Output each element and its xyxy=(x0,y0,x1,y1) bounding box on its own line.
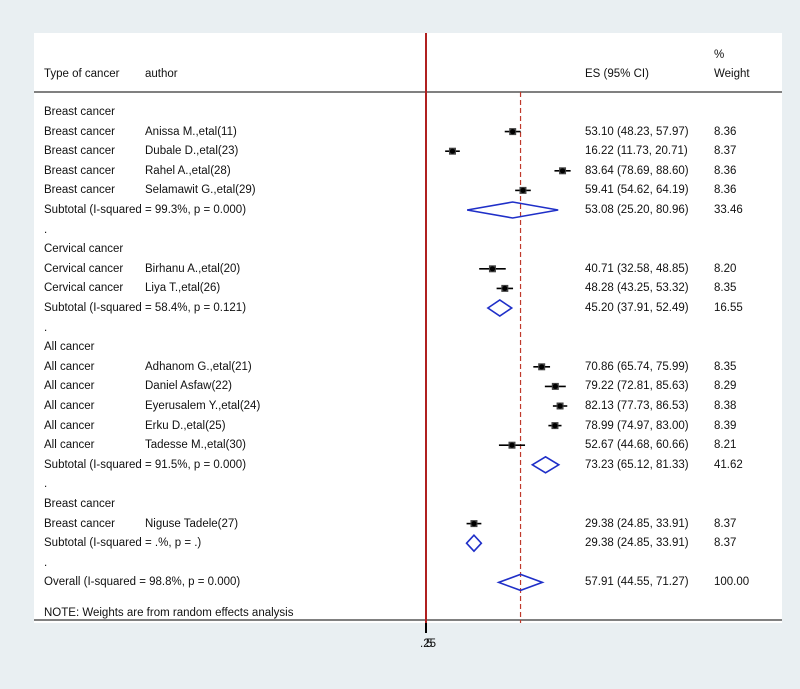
study-point-estimate xyxy=(520,187,526,193)
group-spacer-dot: . xyxy=(44,478,48,491)
study-cancer-type: All cancer xyxy=(44,419,95,432)
study-effect-size-ci: 70.86 (65.74, 75.99) xyxy=(585,360,689,373)
subtotal-label: Subtotal (I-squared = 58.4%, p = 0.121) xyxy=(44,302,247,314)
study-point-estimate xyxy=(489,266,496,272)
forest-plot-panel: Type of cancer author ES (95% CI) % Weig… xyxy=(34,33,782,623)
subtotal-diamond xyxy=(486,299,514,317)
subtotal-effect-size-ci: 53.08 (25.20, 80.96) xyxy=(585,204,689,216)
study-author: Daniel Asfaw(22) xyxy=(145,380,232,393)
study-point-estimate xyxy=(509,442,515,448)
header-type-of-cancer: Type of cancer xyxy=(44,68,120,80)
subtotal-label: Subtotal (I-squared = 99.3%, p = 0.000) xyxy=(44,204,247,216)
study-weight: 8.29 xyxy=(714,380,737,393)
study-author: Erku D.,etal(25) xyxy=(145,419,226,432)
study-author: Anissa M.,etal(11) xyxy=(145,125,237,138)
subtotal-label: Subtotal (I-squared = .%, p = .) xyxy=(44,537,202,550)
study-author: Niguse Tadele(27) xyxy=(145,517,239,530)
study-effect-size-ci: 16.22 (11.73, 20.71) xyxy=(585,145,688,158)
study-cancer-type: Breast cancer xyxy=(44,125,115,138)
study-point-estimate xyxy=(510,129,516,135)
study-author: Rahel A.,etal(28) xyxy=(145,164,231,177)
group-spacer-dot: . xyxy=(44,223,48,236)
study-effect-size-ci: 59.41 (54.62, 64.19) xyxy=(585,184,689,197)
overall-weight: 100.00 xyxy=(714,576,750,589)
study-weight: 8.35 xyxy=(714,282,737,295)
study-effect-size-ci: 78.99 (74.97, 83.00) xyxy=(585,419,689,432)
subtotal-effect-size-ci: 45.20 (37.91, 52.49) xyxy=(585,302,689,314)
study-cancer-type: All cancer xyxy=(44,400,95,412)
study-point-estimate xyxy=(552,423,558,429)
study-cancer-type: Breast cancer xyxy=(44,184,115,197)
study-weight: 8.37 xyxy=(714,517,737,530)
study-weight: 8.37 xyxy=(714,145,737,158)
study-cancer-type: Breast cancer xyxy=(44,145,115,158)
subtotal-weight: 41.62 xyxy=(714,458,743,471)
subtotal-effect-size-ci: 73.23 (65.12, 81.33) xyxy=(585,458,689,471)
study-cancer-type: All cancer xyxy=(44,360,95,373)
study-point-estimate xyxy=(557,403,563,409)
study-point-estimate xyxy=(539,364,545,370)
study-effect-size-ci: 83.64 (78.69, 88.60) xyxy=(585,164,689,177)
study-author: Eyerusalem Y.,etal(24) xyxy=(145,400,261,412)
group-spacer-dot: . xyxy=(44,556,48,569)
x-axis-tick-label-overlap: 5 xyxy=(426,638,433,650)
study-weight: 8.20 xyxy=(714,262,737,275)
study-weight: 8.36 xyxy=(714,164,737,177)
study-point-estimate xyxy=(559,168,566,174)
study-weight: 8.38 xyxy=(714,400,737,412)
footnote-random-effects: NOTE: Weights are from random effects an… xyxy=(44,607,294,619)
study-author: Dubale D.,etal(23) xyxy=(145,145,239,158)
study-weight: 8.39 xyxy=(714,419,737,432)
study-effect-size-ci: 48.28 (43.25, 53.32) xyxy=(585,282,689,295)
overall-diamond xyxy=(496,573,545,592)
group-heading: Breast cancer xyxy=(44,106,115,118)
study-effect-size-ci: 52.67 (44.68, 60.66) xyxy=(585,439,689,452)
study-effect-size-ci: 82.13 (77.73, 86.53) xyxy=(585,400,689,412)
study-point-estimate xyxy=(449,148,456,154)
subtotal-diamond xyxy=(530,455,561,474)
study-cancer-type: Cervical cancer xyxy=(44,282,124,295)
study-point-estimate xyxy=(502,285,508,291)
study-author: Selamawit G.,etal(29) xyxy=(145,184,256,197)
study-effect-size-ci: 79.22 (72.81, 85.63) xyxy=(585,380,689,393)
study-effect-size-ci: 40.71 (32.58, 48.85) xyxy=(585,262,689,275)
study-effect-size-ci: 29.38 (24.85, 33.91) xyxy=(585,517,689,530)
group-heading: Breast cancer xyxy=(44,498,115,510)
forest-plot-graphics xyxy=(34,33,782,623)
study-weight: 8.21 xyxy=(714,439,737,452)
group-heading: Cervical cancer xyxy=(44,243,124,256)
study-cancer-type: All cancer xyxy=(44,439,95,452)
header-es-ci: ES (95% CI) xyxy=(585,68,649,80)
study-weight: 8.35 xyxy=(714,360,737,373)
study-author: Birhanu A.,etal(20) xyxy=(145,262,241,275)
overall-label: Overall (I-squared = 98.8%, p = 0.000) xyxy=(44,576,241,589)
study-author: Tadesse M.,etal(30) xyxy=(145,439,246,452)
subtotal-weight: 8.37 xyxy=(714,537,737,550)
study-weight: 8.36 xyxy=(714,184,737,197)
header-weight-percent: % xyxy=(714,49,725,61)
header-author: author xyxy=(145,68,178,80)
x-axis-tick-label: .25 xyxy=(420,638,436,650)
study-cancer-type: Breast cancer xyxy=(44,517,115,530)
study-cancer-type: All cancer xyxy=(44,380,95,393)
study-author: Adhanom G.,etal(21) xyxy=(145,360,252,373)
group-spacer-dot: . xyxy=(44,321,48,334)
study-effect-size-ci: 53.10 (48.23, 57.97) xyxy=(585,125,689,138)
header-weight: Weight xyxy=(714,68,750,80)
study-cancer-type: Cervical cancer xyxy=(44,262,124,275)
study-weight: 8.36 xyxy=(714,125,737,138)
overall-effect-size-ci: 57.91 (44.55, 71.27) xyxy=(585,576,689,589)
subtotal-weight: 16.55 xyxy=(714,302,743,314)
subtotal-diamond xyxy=(467,201,559,219)
group-heading: All cancer xyxy=(44,341,95,354)
study-point-estimate xyxy=(471,521,477,527)
study-cancer-type: Breast cancer xyxy=(44,164,115,177)
subtotal-weight: 33.46 xyxy=(714,204,743,216)
study-author: Liya T.,etal(26) xyxy=(145,282,221,295)
subtotal-diamond xyxy=(465,534,483,553)
study-point-estimate xyxy=(552,383,558,389)
subtotal-effect-size-ci: 29.38 (24.85, 33.91) xyxy=(585,537,689,550)
subtotal-label: Subtotal (I-squared = 91.5%, p = 0.000) xyxy=(44,458,247,471)
